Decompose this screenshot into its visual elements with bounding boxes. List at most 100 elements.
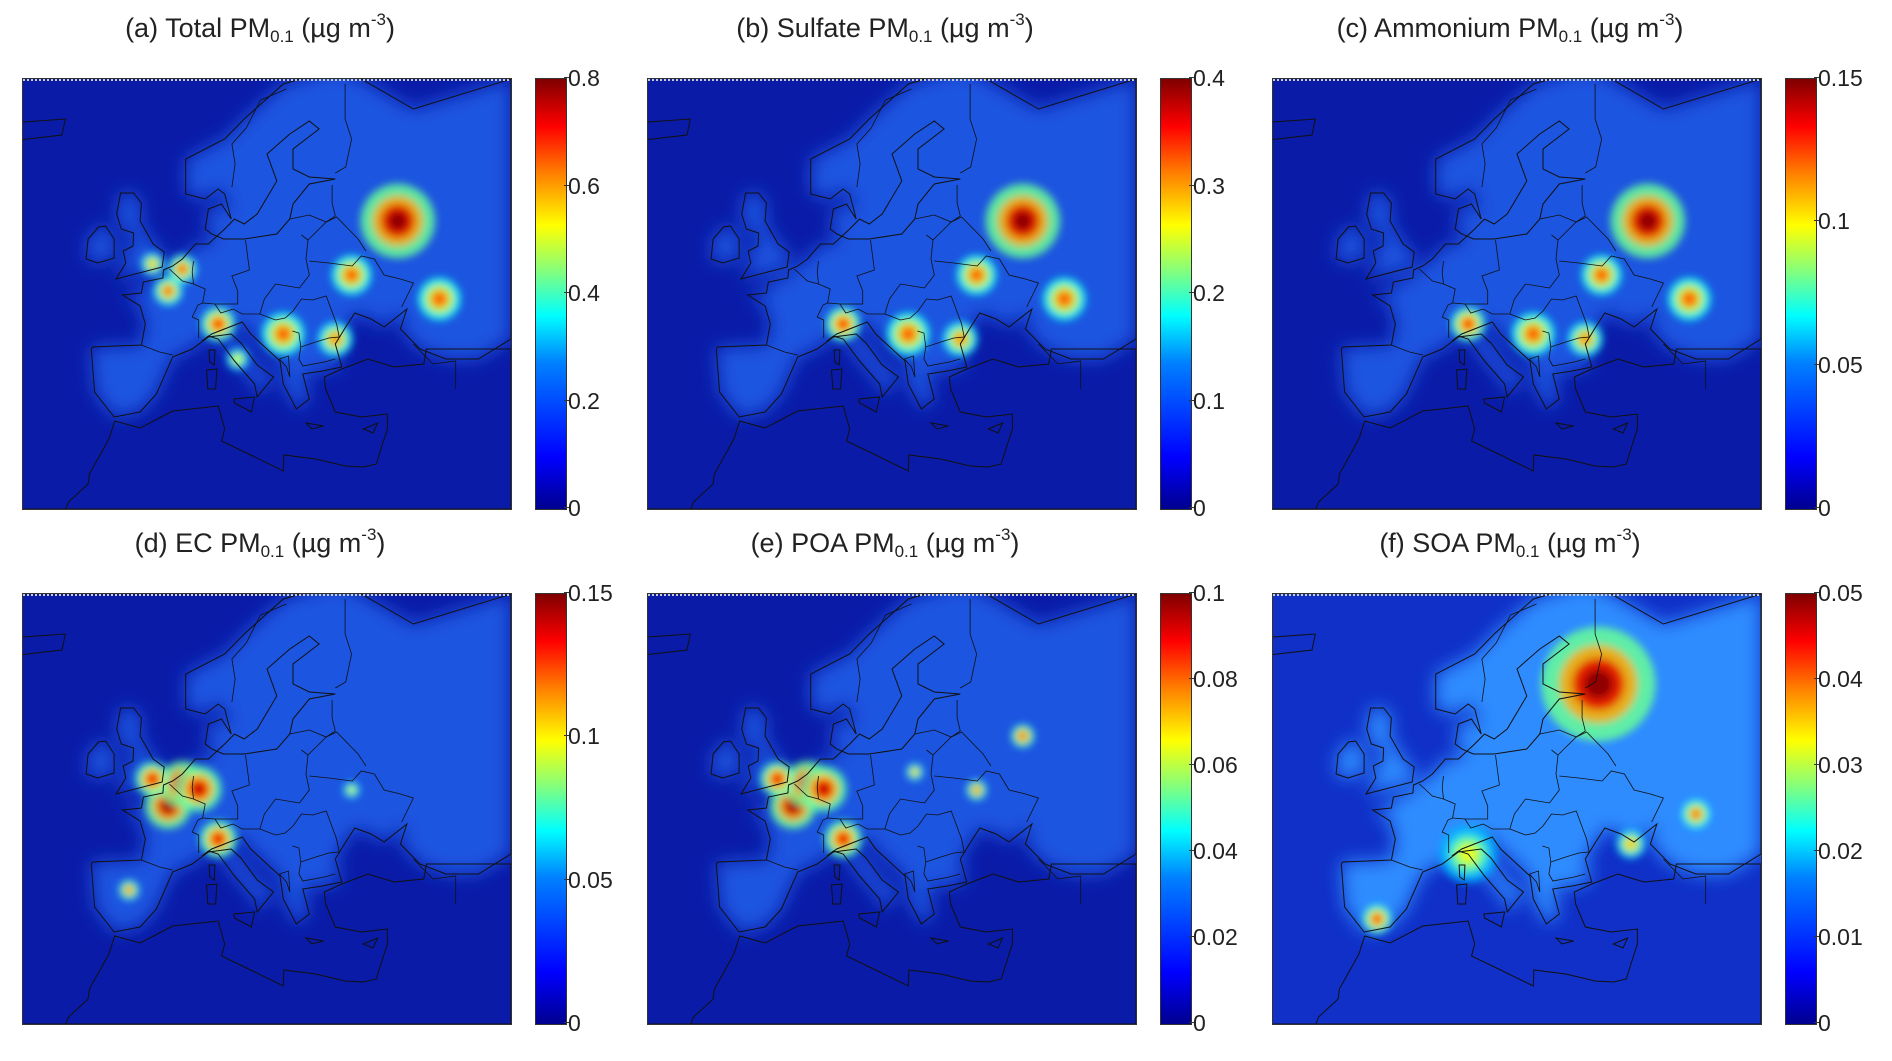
coastline-island: [648, 633, 691, 656]
coastline-island: [233, 396, 256, 413]
colorbar-tick-label: 0.4: [564, 280, 600, 306]
map-svg: [23, 594, 511, 1024]
colorbar-tick-label: 0.3: [1189, 172, 1225, 199]
coastline-island: [304, 422, 324, 430]
hotspot: [1059, 293, 1070, 305]
country-border: [1585, 84, 1603, 174]
borders: [766, 599, 1082, 904]
country-border: [884, 810, 965, 863]
country-border: [413, 343, 457, 389]
hotspot: [912, 769, 917, 775]
coastline-europe: [1340, 79, 1761, 418]
coastline-island: [1554, 422, 1574, 430]
title-prefix: (f) SOA PM: [1379, 528, 1516, 558]
borders: [766, 84, 1082, 389]
coastlines: [648, 594, 1136, 1024]
colorbar-tick-label: 0: [1189, 495, 1206, 521]
colorbar-tick-label: 0.05: [564, 866, 613, 893]
title-prefix: (c) Ammonium PM: [1336, 13, 1559, 43]
country-border: [413, 858, 457, 904]
coastline-island: [648, 118, 691, 141]
map-svg: [1273, 594, 1761, 1024]
hotspot: [213, 319, 223, 329]
hotspots: [826, 183, 1086, 357]
colorbar-tick-label: 0.8: [564, 65, 600, 91]
country-border: [934, 770, 1039, 823]
country-border: [289, 185, 336, 223]
title-exponent: -3: [1659, 10, 1675, 29]
title-unit-close: ): [1674, 13, 1684, 43]
hotspot: [773, 774, 782, 784]
panel-e: (e) POA PM0.1 (µg m-3) 0.1 0.08 0.06 0.04 0.0…: [625, 515, 1245, 1035]
coastline-island: [233, 911, 256, 928]
coastline-britain: [1364, 192, 1415, 280]
coastline-ireland: [85, 740, 115, 779]
title-unit: (µg m: [932, 13, 1010, 43]
country-border: [1441, 775, 1444, 800]
country-border: [259, 810, 340, 863]
colorbar: [1160, 593, 1192, 1025]
country-border: [904, 355, 916, 378]
hotspot: [1684, 293, 1695, 305]
coastline-africa: [23, 348, 511, 509]
country-border: [816, 260, 819, 285]
coastline-africa: [1273, 863, 1761, 1024]
country-border: [289, 700, 336, 738]
hotspot: [1013, 211, 1033, 231]
coastline-island: [830, 883, 843, 905]
hotspot: [817, 783, 830, 795]
coastline-ireland: [710, 740, 740, 779]
land-background: [711, 79, 1136, 417]
coastline-ireland: [85, 225, 115, 264]
coastline-britain: [114, 707, 165, 795]
country-border: [794, 268, 831, 338]
title-unit: (µg m: [1539, 528, 1617, 558]
country-border: [1509, 295, 1590, 348]
colorbar: [1785, 78, 1817, 510]
title-subscript: 0.1: [260, 542, 285, 561]
map-area: [22, 78, 512, 510]
coastline-island: [858, 911, 881, 928]
coastline-europe: [90, 79, 511, 418]
colorbar-tick-label: 0.1: [1189, 387, 1225, 414]
title-unit-close: ): [1010, 528, 1020, 558]
coastline-island: [205, 368, 218, 390]
country-border: [1509, 810, 1590, 863]
colorbar-tick-label: 0.15: [564, 580, 613, 606]
hotspot: [1584, 669, 1613, 699]
hotspot: [434, 293, 445, 305]
country-border: [856, 88, 912, 188]
colorbar-tick-label: 0.4: [1189, 65, 1225, 91]
hotspot: [148, 774, 157, 784]
coastline-island: [986, 422, 1004, 434]
country-border: [1419, 268, 1456, 338]
colorbar: [1785, 593, 1817, 1025]
title-unit: (µg m: [284, 528, 362, 558]
coastlines: [23, 79, 511, 509]
country-border: [884, 295, 965, 348]
coastline-europe: [715, 594, 1136, 933]
map-svg: [648, 79, 1136, 509]
panel-title: (f) SOA PM0.1 (µg m-3): [1250, 525, 1770, 562]
map-area: [647, 593, 1137, 1025]
coastline-island: [1273, 118, 1316, 141]
hotspot: [902, 328, 914, 340]
country-border: [1391, 859, 1423, 871]
land-background: [1336, 79, 1761, 417]
title-subscript: 0.1: [1515, 542, 1540, 561]
colorbar-tick-label: 0.1: [564, 723, 600, 750]
hotspot: [192, 783, 205, 795]
coastline-island: [858, 396, 881, 413]
coastline-island: [929, 422, 949, 430]
hotspot: [349, 787, 354, 793]
hotspot: [1527, 328, 1539, 340]
colorbar-tick-label: 0.1: [1189, 580, 1225, 606]
coastline-island: [208, 864, 216, 881]
hotspot: [1463, 319, 1473, 329]
colorbar-tick-label: 0.04: [1189, 838, 1238, 864]
country-border: [1663, 343, 1707, 389]
colorbar-tick-label: 0: [1814, 495, 1831, 521]
country-border: [1038, 343, 1082, 389]
title-exponent: -3: [361, 525, 377, 544]
panel-title: (e) POA PM0.1 (µg m-3): [625, 525, 1145, 562]
